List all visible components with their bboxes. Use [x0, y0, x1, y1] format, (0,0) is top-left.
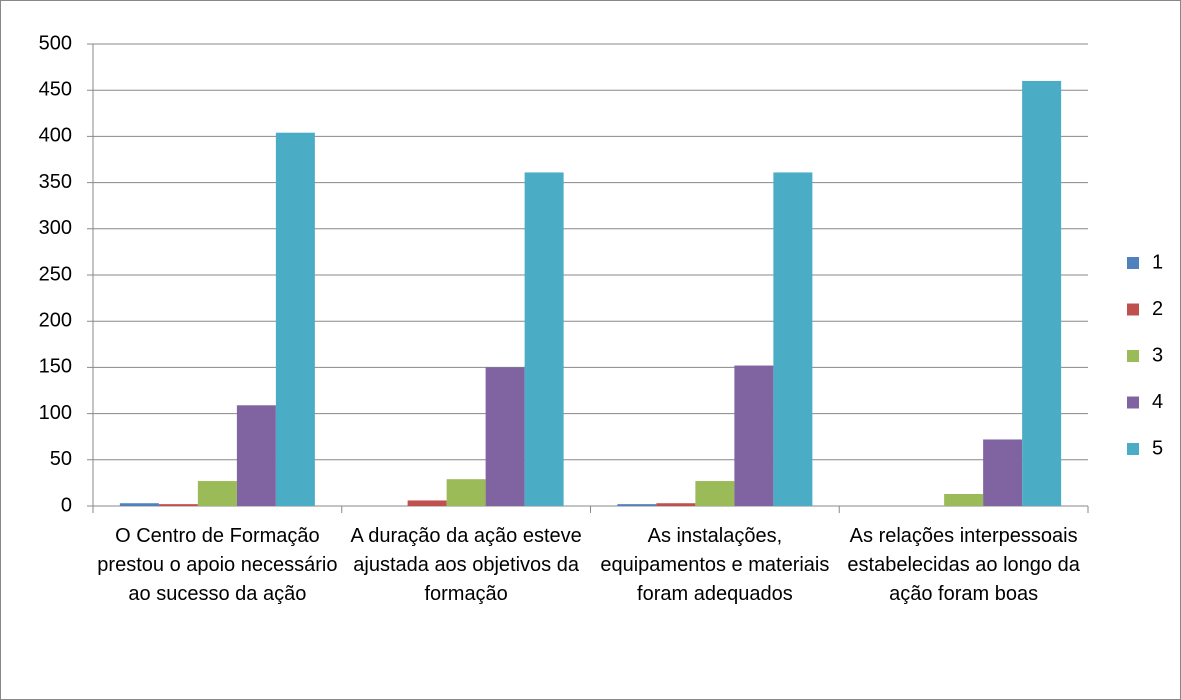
- bar: [773, 172, 813, 506]
- y-tick-label: 50: [50, 448, 72, 470]
- bar: [158, 504, 198, 506]
- bar: [944, 493, 984, 506]
- bar: [695, 481, 735, 506]
- legend-label: 5: [1152, 437, 1163, 459]
- y-tick-label: 200: [39, 309, 72, 331]
- bar: [446, 479, 486, 506]
- legend-swatch: [1127, 303, 1139, 316]
- y-tick-label: 450: [39, 78, 72, 100]
- x-tick-label-box: As relações interpessoais estabelecidas …: [847, 525, 1080, 605]
- legend-label: 1: [1152, 251, 1163, 273]
- y-tick-label: 150: [39, 356, 72, 378]
- bar: [275, 132, 315, 507]
- bar: [617, 504, 657, 506]
- y-tick-label: 300: [39, 217, 72, 239]
- bar: [236, 405, 276, 506]
- x-tick-label: As instalações, equipamentos e materiais…: [600, 525, 830, 605]
- bar: [485, 367, 525, 506]
- bar: [1022, 80, 1062, 507]
- legend-swatch: [1127, 350, 1139, 362]
- bar: [656, 503, 696, 506]
- y-tick-label: 100: [39, 402, 72, 424]
- bar: [524, 172, 564, 506]
- x-tick-label-box: O Centro de Formação prestou o apoio nec…: [97, 525, 338, 605]
- y-tick-label: 500: [39, 32, 72, 54]
- legend-label: 2: [1152, 298, 1163, 320]
- x-tick-label: As relações interpessoais estabelecidas …: [847, 525, 1080, 605]
- legend-swatch: [1127, 443, 1139, 455]
- x-tick-label: O Centro de Formação prestou o apoio nec…: [97, 525, 338, 605]
- legend-swatch: [1127, 396, 1139, 409]
- y-tick-label: 400: [39, 125, 72, 147]
- x-tick-label-box: As instalações, equipamentos e materiais…: [600, 525, 830, 605]
- bar: [197, 481, 237, 506]
- bar: [119, 503, 159, 506]
- x-tick-label-box: A duração da ação esteve ajustada aos ob…: [350, 525, 582, 605]
- y-tick-label: 0: [61, 494, 72, 516]
- bar: [983, 439, 1023, 506]
- bar: [734, 365, 774, 506]
- bar: [407, 500, 447, 506]
- y-tick-label: 250: [39, 263, 72, 285]
- legend-label: 4: [1152, 391, 1163, 413]
- legend-swatch: [1127, 257, 1139, 269]
- x-tick-label: A duração da ação esteve ajustada aos ob…: [350, 525, 582, 605]
- legend-label: 3: [1152, 344, 1163, 366]
- y-tick-label: 350: [39, 171, 72, 193]
